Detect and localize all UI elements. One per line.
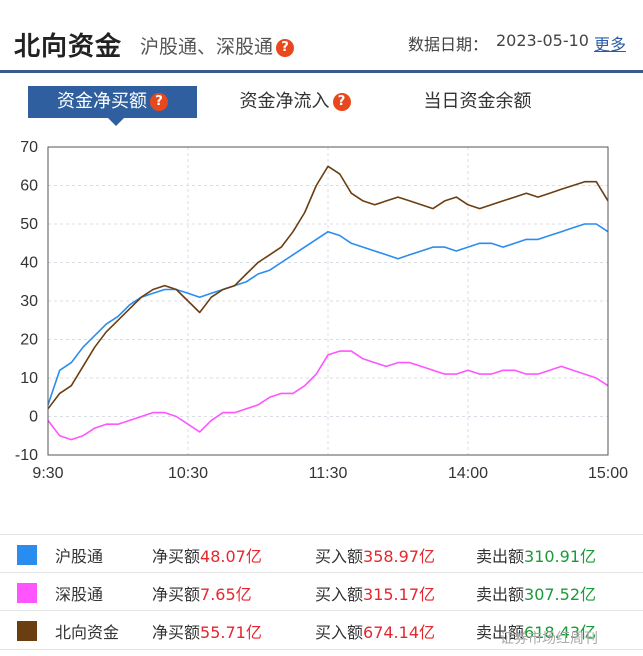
page-header: 北向资金 沪股通、深股通? 数据日期： 2023-05-10 更多: [0, 0, 643, 70]
tab-daily-balance-label: 当日资金余额: [423, 91, 532, 112]
x-tick-label: 11:30: [309, 465, 348, 482]
page-title: 北向资金: [14, 32, 123, 62]
net-buy-value: 48.07亿: [200, 547, 262, 566]
chart-series: [47, 165, 609, 441]
buy-value: 674.14亿: [363, 623, 436, 642]
legend-row-sz: 深股通 净买额7.65亿 买入额315.17亿 卖出额307.52亿: [0, 572, 643, 611]
more-link[interactable]: 更多: [594, 35, 627, 54]
y-axis: -10 0 10 20 30 40 50 60 70: [15, 139, 38, 464]
net-buy-value: 55.71亿: [200, 623, 262, 642]
buy-value: 358.97亿: [363, 547, 436, 566]
plot-frame: [47, 146, 609, 456]
sell-label: 卖出额: [476, 547, 525, 566]
net-buy-label: 净买额: [152, 547, 201, 566]
active-tab-pointer: [108, 118, 124, 126]
series-line-2: [47, 165, 609, 410]
tab-net-buy-label: 资金净买额: [57, 91, 147, 112]
y-tick-label: 0: [29, 409, 38, 426]
legend-table: 沪股通 净买额48.07亿 买入额358.97亿 卖出额310.91亿 深股通 …: [0, 530, 643, 656]
series-line-1: [47, 350, 609, 441]
date-label: 数据日期：: [408, 35, 489, 54]
sell-value: 618.43亿: [524, 623, 597, 642]
x-tick-label: 14:00: [448, 465, 488, 482]
y-tick-label: 10: [20, 370, 38, 387]
net-buy-label: 净买额: [152, 585, 201, 604]
net-buy-value: 7.65亿: [200, 585, 252, 604]
sell-label: 卖出额: [476, 585, 525, 604]
buy-cell: 买入额358.97亿: [315, 543, 435, 567]
page-subtitle: 沪股通、深股通?: [140, 32, 295, 59]
net-buy-cell: 净买额55.71亿: [152, 619, 262, 643]
y-tick-label: 40: [20, 255, 38, 272]
legend-swatch: [17, 545, 37, 565]
watermark: 证券市场红周刊: [500, 631, 598, 647]
legend-swatch: [17, 583, 37, 603]
header-divider: [0, 70, 643, 73]
legend-name: 沪股通: [55, 547, 104, 566]
legend-row-north: 北向资金 净买额55.71亿 买入额674.14亿 卖出额618.43亿: [0, 610, 643, 650]
buy-cell: 买入额674.14亿: [315, 619, 435, 643]
legend-name: 北向资金: [55, 623, 120, 642]
tab-bar: 资金净买额? 资金净流入? 当日资金余额: [0, 86, 643, 126]
tab-net-inflow[interactable]: 资金净流入?: [225, 86, 365, 118]
net-buy-label: 净买额: [152, 623, 201, 642]
subtitle-text: 沪股通、深股通: [140, 36, 274, 58]
tab-net-buy[interactable]: 资金净买额?: [28, 86, 197, 118]
buy-label: 买入额: [315, 585, 364, 604]
y-tick-label: 30: [20, 293, 38, 310]
tab-daily-balance[interactable]: 当日资金余额: [400, 86, 555, 118]
buy-value: 315.17亿: [363, 585, 436, 604]
tab-net-inflow-label: 资金净流入: [239, 91, 330, 112]
help-icon[interactable]: ?: [150, 93, 168, 111]
sell-value: 307.52亿: [524, 585, 597, 604]
y-tick-label: -10: [15, 447, 38, 464]
date-value: 2023-05-10: [496, 31, 589, 50]
buy-label: 买入额: [315, 547, 364, 566]
net-buy-chart: -10 0 10 20 30 40 50 60 70 9:30 10:30 11:30 14:00 15…: [15, 139, 628, 482]
legend-row-sh: 沪股通 净买额48.07亿 买入额358.97亿 卖出额310.91亿: [0, 534, 643, 573]
x-tick-label: 9:30: [32, 465, 63, 482]
y-tick-label: 70: [20, 139, 38, 156]
net-buy-cell: 净买额7.65亿: [152, 581, 252, 605]
sell-label: 卖出额: [476, 623, 525, 642]
x-axis: 9:30 10:30 11:30 14:00 15:00: [32, 465, 628, 482]
sell-cell: 卖出额618.43亿: [476, 619, 596, 643]
help-icon[interactable]: ?: [332, 93, 351, 111]
sell-value: 310.91亿: [524, 547, 597, 566]
y-tick-label: 60: [20, 178, 38, 195]
help-icon[interactable]: ?: [276, 38, 295, 57]
y-tick-label: 20: [20, 332, 38, 349]
sell-cell: 卖出额307.52亿: [476, 581, 596, 605]
sell-cell: 卖出额310.91亿: [476, 543, 596, 567]
net-buy-cell: 净买额48.07亿: [152, 543, 262, 567]
legend-swatch: [17, 621, 37, 641]
legend-name: 深股通: [55, 585, 104, 604]
buy-cell: 买入额315.17亿: [315, 581, 435, 605]
buy-label: 买入额: [315, 623, 364, 642]
x-tick-label: 10:30: [168, 465, 208, 482]
x-tick-label: 15:00: [588, 465, 628, 482]
y-tick-label: 50: [20, 216, 38, 233]
